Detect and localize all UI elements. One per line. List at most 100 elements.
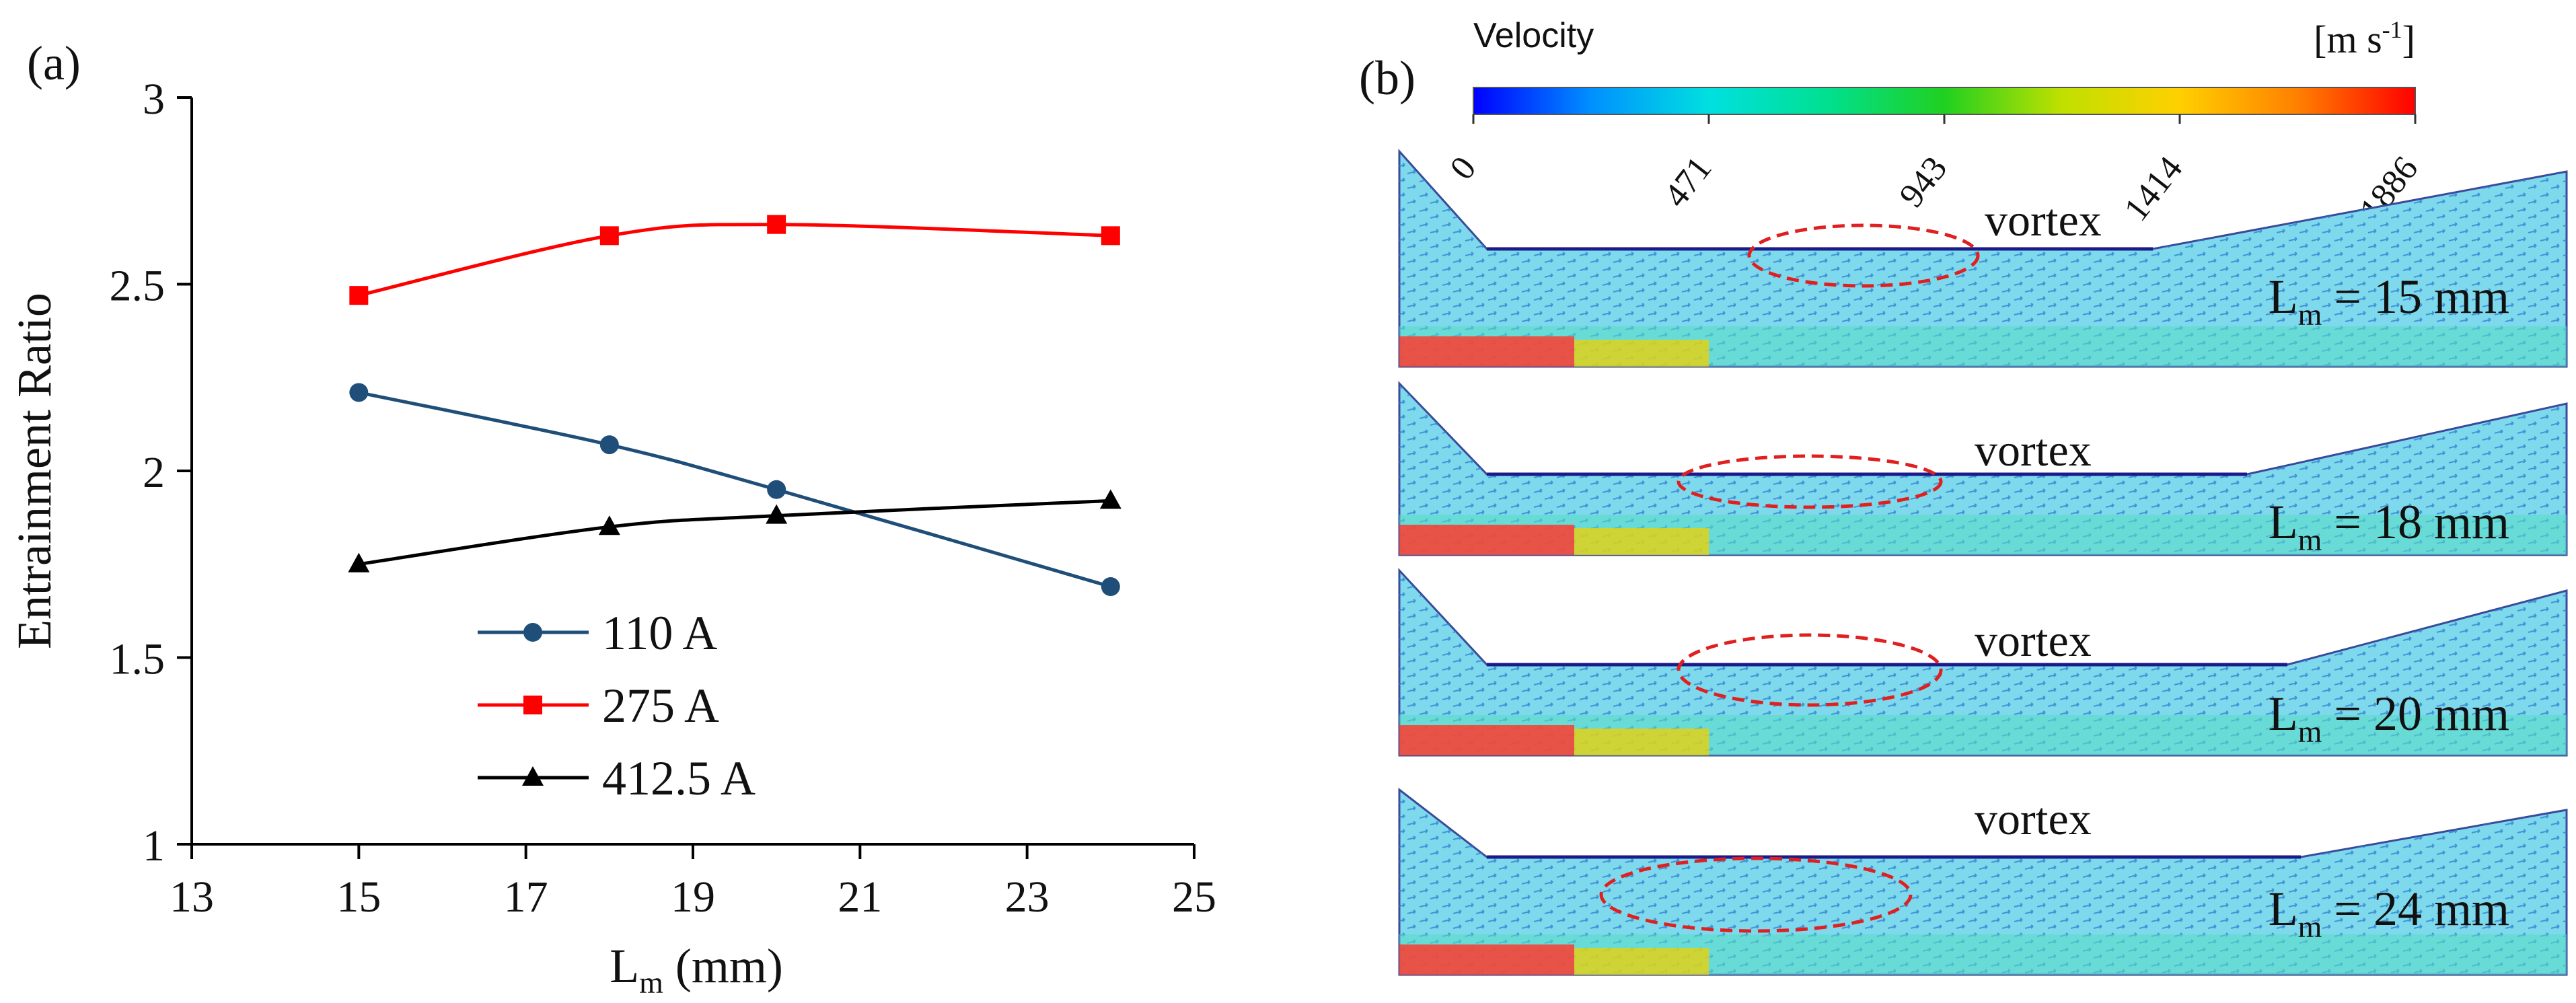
colorbar-gradient [1473,87,2416,115]
legend-label-110-a: 110 A [602,606,717,660]
y-tick-label: 2 [143,448,165,497]
legend-label-412-5-a: 412.5 A [602,751,756,805]
data-point-412-5-a [348,552,370,572]
colorbar-tick-label: 943 [1892,149,1955,215]
vortex-highlight [1677,633,1943,707]
y-ticks: 1 1.5 2 2.5 3 [110,75,192,870]
x-tick-label: 25 [1172,872,1216,922]
legend-marker-275-a [523,696,542,714]
jet-high-velocity [1399,725,1574,755]
colorbar-ticks: 0 471 943 1414 1886 [1443,114,2425,228]
colorbar-tick-label: 0 [1443,149,1484,187]
jet-high-velocity [1399,525,1574,555]
flow-case-3: vortex Lm = 20 mm [1398,568,2568,757]
legend-marker-412-5-a [522,766,544,786]
x-tick-label: 19 [671,872,715,922]
data-point-275-a [1101,226,1120,246]
series-line-275-a [358,223,1111,297]
colorbar-tick-label: 1414 [2117,149,2191,228]
panel-b: (b) Velocity [m s-1] 0 471 943 1414 1886 vor… [1359,16,2568,976]
flow-cases: vortex Lm = 15 mm vortex Lm = 18 mm vortex Lm… [1398,149,2568,976]
velocity-vectors [1399,570,2567,755]
legend-marker-110-a [523,623,542,642]
legend: 110 A 275 A 412.5 A [478,606,756,805]
panel-a-label: (a) [27,36,81,90]
lm-label-value: = 20 mm [2322,687,2509,741]
lm-label-prefix: L [2269,687,2298,741]
vortex-highlight [1747,223,1980,288]
lm-label-sub: m [2298,297,2322,332]
panel-a: (a) 1 1.5 2 2.5 3 13 15 17 19 21 23 25 Entrainment… [7,36,1216,1000]
series-group [348,215,1121,597]
y-axis-title: Entrainment Ratio [7,293,61,649]
legend-label-275-a: 275 A [602,679,719,733]
x-axis-title-rest: (mm) [663,939,783,993]
jet-transition [1574,729,1709,755]
colorbar-unit-sup: -1 [2382,16,2402,43]
data-point-275-a [599,226,619,246]
jet-transition [1574,528,1709,555]
colorbar-unit-base: [m s [2314,17,2382,61]
data-point-412-5-a [766,504,788,524]
flow-case-2: vortex Lm = 18 mm [1398,381,2568,557]
lm-label-prefix: L [2269,270,2298,324]
vortex-label: vortex [1975,615,2092,666]
data-point-275-a [349,286,369,305]
jet-high-velocity [1399,944,1574,975]
data-point-275-a [767,215,786,234]
lm-label-value: = 15 mm [2322,270,2509,324]
flow-case-1: vortex Lm = 15 mm [1398,149,2568,368]
vortex-label: vortex [1975,424,2092,476]
vortex-label: vortex [1985,194,2102,246]
data-point-110-a [1101,577,1120,597]
data-point-412-5-a [1099,489,1121,509]
jet-transition [1574,948,1709,975]
series-line-412-5-a [358,498,1111,566]
lm-label: Lm = 20 mm [2269,687,2509,749]
vortex-highlight [1599,856,1913,933]
x-axis-title: Lm (mm) [610,939,783,1000]
colorbar-unit: [m s-1] [2314,16,2415,61]
x-tick-label: 21 [838,872,882,922]
y-tick-label: 1.5 [110,635,165,684]
y-tick-label: 3 [143,75,165,124]
jet-transition [1574,340,1709,367]
y-tick-label: 2.5 [110,262,165,311]
lm-label: Lm = 24 mm [2269,882,2509,944]
x-tick-label: 17 [504,872,548,922]
panel-b-label: (b) [1359,51,1415,105]
colorbar-unit-close: ] [2402,17,2415,61]
data-point-110-a [349,383,369,402]
colorbar: Velocity [m s-1] 0 471 943 1414 1886 [1443,16,2426,228]
lm-label: Lm = 15 mm [2269,270,2509,332]
lm-label: Lm = 18 mm [2269,495,2509,557]
flow-case-4: vortex Lm = 24 mm [1398,787,2568,976]
lm-label-value: = 18 mm [2322,495,2509,549]
colorbar-tick-label: 471 [1657,149,1720,215]
jet-high-velocity [1399,336,1574,367]
vortex-label: vortex [1975,793,2092,844]
x-tick-label: 13 [170,872,214,922]
data-point-412-5-a [598,515,620,535]
chart-plot-area: 1 1.5 2 2.5 3 13 15 17 19 21 23 25 [110,75,1217,922]
data-point-110-a [767,480,786,499]
x-axis-title-main: L [610,939,639,993]
lm-label-prefix: L [2269,882,2298,936]
data-point-110-a [599,435,619,455]
y-tick-label: 1 [143,821,165,870]
lm-label-sub: m [2298,714,2322,749]
velocity-vectors [1399,383,2567,555]
colorbar-title: Velocity [1473,16,1594,55]
lm-label-sub: m [2298,523,2322,557]
lm-label-sub: m [2298,909,2322,944]
lm-label-value: = 24 mm [2322,882,2509,936]
x-tick-label: 23 [1005,872,1050,922]
velocity-vectors [1399,151,2567,367]
series-line-110-a [358,391,1111,589]
x-axis-title-sub: m [639,965,663,1000]
lm-label-prefix: L [2269,495,2298,549]
x-ticks: 13 15 17 19 21 23 25 [170,844,1216,922]
x-tick-label: 15 [336,872,381,922]
vortex-highlight [1677,454,1943,509]
